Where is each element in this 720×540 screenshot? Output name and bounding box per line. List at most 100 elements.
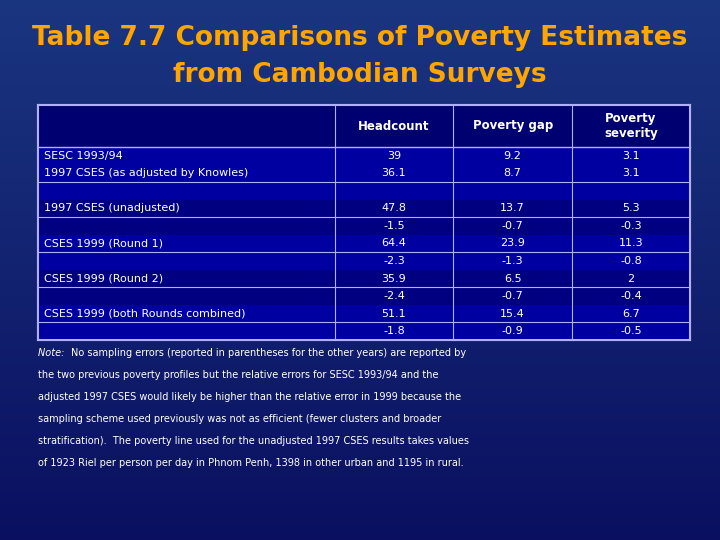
Text: 5.3: 5.3 — [622, 204, 640, 213]
Bar — [0, 476, 720, 477]
Bar — [38, 165, 690, 182]
Bar — [0, 380, 720, 381]
Bar — [0, 18, 720, 19]
Bar — [0, 346, 720, 347]
Bar — [0, 76, 720, 77]
Text: the two previous poverty profiles but the relative errors for SESC 1993/94 and t: the two previous poverty profiles but th… — [38, 370, 438, 380]
Bar — [0, 339, 720, 340]
Bar — [0, 216, 720, 217]
Bar — [0, 368, 720, 369]
Bar — [0, 47, 720, 48]
Bar — [0, 468, 720, 469]
Bar — [0, 27, 720, 28]
Bar — [0, 50, 720, 51]
Bar — [0, 42, 720, 43]
Bar — [0, 494, 720, 495]
Bar — [0, 427, 720, 428]
Bar — [0, 381, 720, 382]
Bar — [0, 63, 720, 64]
Bar — [0, 362, 720, 363]
Bar — [0, 338, 720, 339]
Bar — [0, 109, 720, 110]
Bar — [0, 496, 720, 497]
Bar — [0, 19, 720, 20]
Bar — [0, 400, 720, 401]
Bar — [0, 65, 720, 66]
Bar — [0, 422, 720, 423]
Bar — [0, 310, 720, 311]
Bar — [0, 456, 720, 457]
Bar — [0, 119, 720, 120]
Bar — [0, 15, 720, 16]
Bar — [0, 239, 720, 240]
Bar — [0, 328, 720, 329]
Bar — [0, 294, 720, 295]
Bar — [0, 77, 720, 78]
Bar — [0, 86, 720, 87]
Bar — [0, 499, 720, 500]
Bar — [0, 248, 720, 249]
Bar — [0, 409, 720, 410]
Text: 13.7: 13.7 — [500, 204, 525, 213]
Bar — [0, 477, 720, 478]
Bar — [0, 226, 720, 227]
Bar — [0, 124, 720, 125]
Text: 8.7: 8.7 — [504, 168, 521, 178]
Text: 36.1: 36.1 — [382, 168, 406, 178]
Bar — [38, 217, 690, 235]
Bar — [0, 233, 720, 234]
Bar — [0, 224, 720, 225]
Bar — [0, 83, 720, 84]
Bar — [0, 398, 720, 399]
Bar — [0, 522, 720, 523]
Bar — [0, 307, 720, 308]
Bar — [0, 223, 720, 224]
Bar — [0, 463, 720, 464]
Bar — [0, 219, 720, 220]
Bar — [0, 253, 720, 254]
Bar — [38, 105, 690, 340]
Bar — [0, 138, 720, 139]
Bar — [0, 79, 720, 80]
Bar — [0, 420, 720, 421]
Bar — [38, 200, 690, 217]
Bar — [0, 232, 720, 233]
Bar — [0, 474, 720, 475]
Bar — [0, 351, 720, 352]
Bar — [0, 2, 720, 3]
Bar — [0, 182, 720, 183]
Bar — [0, 333, 720, 334]
Bar — [0, 139, 720, 140]
Bar — [0, 446, 720, 447]
Bar — [0, 335, 720, 336]
Bar — [0, 265, 720, 266]
Bar — [0, 486, 720, 487]
Bar — [0, 483, 720, 484]
Bar — [0, 514, 720, 515]
Bar — [0, 127, 720, 128]
Bar — [0, 59, 720, 60]
Bar — [0, 215, 720, 216]
Bar — [0, 235, 720, 236]
Bar — [0, 199, 720, 200]
Text: No sampling errors (reported in parentheses for the other years) are reported by: No sampling errors (reported in parenthe… — [71, 348, 466, 358]
Bar — [0, 334, 720, 335]
Bar — [0, 498, 720, 499]
Text: -0.9: -0.9 — [502, 326, 523, 336]
Bar — [0, 198, 720, 199]
Bar — [0, 162, 720, 163]
Bar — [0, 385, 720, 386]
Bar — [0, 205, 720, 206]
Bar — [0, 501, 720, 502]
Bar — [0, 186, 720, 187]
Bar — [0, 200, 720, 201]
Bar — [0, 436, 720, 437]
Bar — [0, 112, 720, 113]
Bar — [0, 3, 720, 4]
Bar — [0, 521, 720, 522]
Bar — [0, 471, 720, 472]
Text: 51.1: 51.1 — [382, 309, 406, 319]
Bar — [0, 509, 720, 510]
Bar — [0, 37, 720, 38]
Bar — [0, 326, 720, 327]
